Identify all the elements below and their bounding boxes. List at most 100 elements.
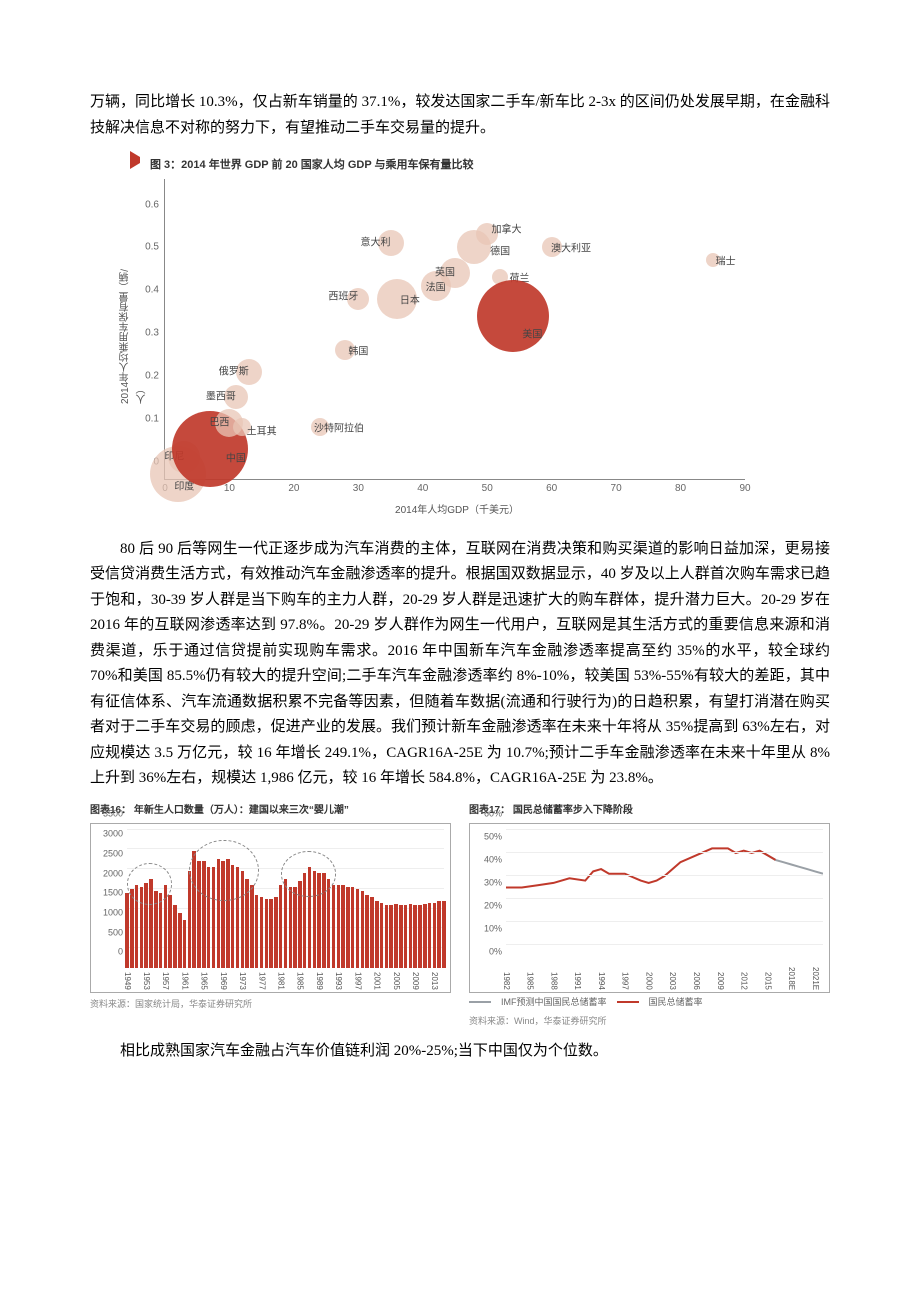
- bar-xtick: 1969: [216, 972, 230, 990]
- bar-ytick: 3000: [95, 826, 123, 841]
- bar-xtick: 2013: [428, 972, 442, 990]
- bar: [154, 891, 158, 968]
- bar: [332, 885, 336, 968]
- line-ytick: 40%: [474, 853, 502, 868]
- figure-bar: 图表16： 年新生人口数量（万人）：建国以来三次“婴儿潮” 0500100015…: [90, 802, 451, 1030]
- bar: [168, 895, 172, 968]
- bar-ytick: 2500: [95, 846, 123, 861]
- bar-ytick: 2000: [95, 866, 123, 881]
- bar: [149, 879, 153, 968]
- line-ytick: 20%: [474, 899, 502, 914]
- scatter-label: 土耳其: [247, 423, 277, 440]
- bar-xtick: 1989: [312, 972, 326, 990]
- bar-xtick: 2001: [370, 972, 384, 990]
- bar-ytick: 1500: [95, 886, 123, 901]
- bar: [164, 885, 168, 968]
- line-xtick: 2006: [689, 972, 703, 990]
- bar: [313, 871, 317, 968]
- bar: [389, 905, 393, 968]
- bar: [385, 905, 389, 968]
- bar-chart-area: 0500100015002000250030003500194919531957…: [90, 823, 451, 993]
- bar-source: 资料来源：国家统计局，华泰证券研究所: [90, 997, 451, 1012]
- bar: [207, 867, 211, 968]
- bar-xtick: 1961: [178, 972, 192, 990]
- bar: [361, 891, 365, 968]
- scatter-xtick: 80: [675, 480, 686, 497]
- scatter-bubble: [457, 230, 491, 264]
- line-xtick: 2009: [713, 972, 727, 990]
- bar: [188, 871, 192, 968]
- bar: [337, 885, 341, 968]
- bar: [159, 893, 163, 968]
- scatter-ytick: 0.1: [131, 410, 159, 427]
- series-line: [506, 848, 775, 887]
- bar-xtick: 1985: [293, 972, 307, 990]
- line-legend: IMF预测中国国民总储蓄率国民总储蓄率: [469, 995, 830, 1010]
- line-ytick: 50%: [474, 830, 502, 845]
- scatter-caption: 图 3：2014 年世界 GDP 前 20 国家人均 GDP 与乘用车保有量比较: [130, 151, 750, 175]
- paragraph-1: 万辆，同比增长 10.3%，仅占新车销量的 37.1%，较发达国家二手车/新车比…: [90, 90, 830, 141]
- line-ytick: 10%: [474, 922, 502, 937]
- bar: [303, 873, 307, 968]
- bar: [260, 897, 264, 968]
- scatter-label: 沙特阿拉伯: [314, 421, 364, 438]
- bar-xtick: 1993: [332, 972, 346, 990]
- bar: [245, 879, 249, 968]
- bar: [370, 897, 374, 968]
- bar: [125, 893, 129, 968]
- bar-xtick: 1957: [159, 972, 173, 990]
- scatter-ytick: 0.5: [131, 239, 159, 256]
- scatter-label: 美国: [522, 327, 542, 344]
- line-caption: 图表17： 国民总储蓄率步入下降阶段: [469, 802, 830, 819]
- line-xtick: 1994: [594, 972, 608, 990]
- bar: [231, 865, 235, 968]
- bar-caption: 图表16： 年新生人口数量（万人）：建国以来三次“婴儿潮”: [90, 802, 451, 819]
- bar-xtick: 1949: [120, 972, 134, 990]
- scatter-label: 德国: [490, 243, 510, 260]
- series-line: [760, 850, 823, 873]
- bar: [365, 895, 369, 968]
- paragraph-2: 80 后 90 后等网生一代正逐步成为汽车消费的主体，互联网在消费决策和购买渠道…: [90, 537, 830, 792]
- bar: [322, 873, 326, 968]
- bar: [442, 901, 446, 968]
- bar: [394, 904, 398, 968]
- scatter-label: 澳大利亚: [551, 241, 591, 258]
- bar: [433, 903, 437, 968]
- bar: [144, 883, 148, 968]
- bar-xtick: 1981: [274, 972, 288, 990]
- scatter-xtick: 70: [611, 480, 622, 497]
- scatter-label: 韩国: [348, 344, 368, 361]
- bar: [409, 904, 413, 968]
- scatter-xtick: 20: [288, 480, 299, 497]
- bar: [197, 861, 201, 967]
- line-xtick: 1991: [571, 972, 585, 990]
- bar: [346, 887, 350, 968]
- bar: [183, 920, 187, 967]
- scatter-xtick: 60: [546, 480, 557, 497]
- figure-scatter: 图 3：2014 年世界 GDP 前 20 国家人均 GDP 与乘用车保有量比较…: [130, 151, 750, 519]
- bar: [217, 859, 221, 967]
- bar-ytick: 0: [95, 945, 123, 960]
- bar: [380, 903, 384, 968]
- bar: [202, 861, 206, 967]
- scatter-label: 西班牙: [328, 288, 358, 305]
- scatter-xtick: 30: [353, 480, 364, 497]
- bar-xtick: 1977: [255, 972, 269, 990]
- scatter-label: 加拿大: [492, 222, 522, 239]
- bar-xtick: 1953: [139, 972, 153, 990]
- bar-xtick: 2009: [408, 972, 422, 990]
- bar: [178, 913, 182, 968]
- bar-xtick: 1973: [235, 972, 249, 990]
- scatter-xlabel: 2014年人均GDP（千美元）: [164, 502, 750, 519]
- bar: [250, 885, 254, 968]
- scatter-ytick: 0.3: [131, 325, 159, 342]
- scatter-label: 意大利: [361, 234, 391, 251]
- scatter-ytick: 0.6: [131, 196, 159, 213]
- figure-pair: 图表16： 年新生人口数量（万人）：建国以来三次“婴儿潮” 0500100015…: [90, 802, 830, 1030]
- bar: [418, 905, 422, 968]
- bar: [226, 859, 230, 967]
- scatter-label: 中国: [226, 451, 246, 468]
- scatter-label: 日本: [400, 292, 420, 309]
- bar: [265, 899, 269, 968]
- line-xtick: 1982: [499, 972, 513, 990]
